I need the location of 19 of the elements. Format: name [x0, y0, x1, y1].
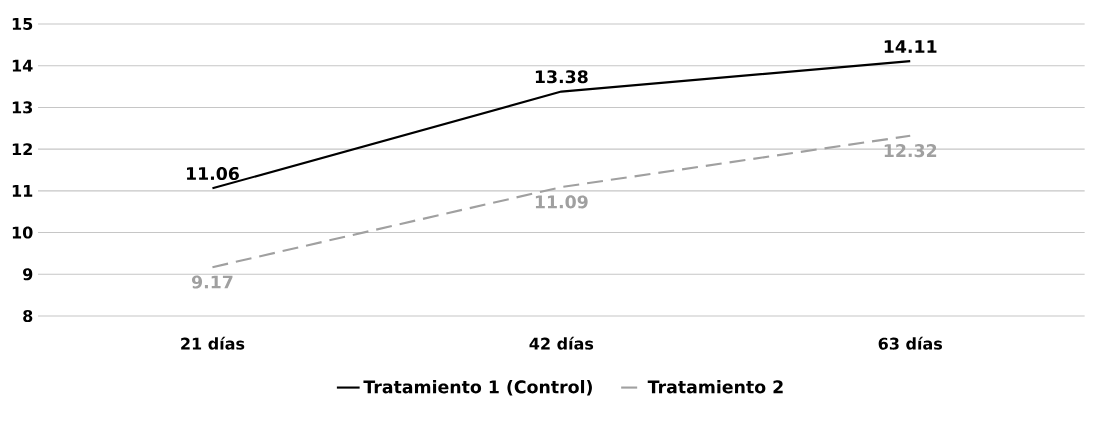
- data-label: 11.09: [535, 195, 588, 209]
- x-tick-label: 63 días: [878, 336, 943, 350]
- legend-label: Tratamiento 2: [647, 379, 783, 394]
- x-tick-label: 21 días: [181, 336, 245, 350]
- data-label: 13.38: [535, 70, 588, 84]
- y-tick-label: 14: [12, 59, 33, 72]
- y-tick-label: 9: [23, 268, 33, 281]
- y-tick-label: 11: [12, 185, 33, 197]
- y-tick-label: 13: [12, 101, 33, 114]
- data-label: 11.06: [187, 166, 239, 181]
- x-tick-label: 42 días: [529, 336, 594, 350]
- y-tick-label: 15: [12, 18, 33, 30]
- legend-label: Tratamiento 1 (Control): [363, 379, 592, 396]
- data-label: 14.11: [884, 40, 937, 53]
- y-tick-label: 12: [12, 143, 32, 156]
- data-label: 9.17: [191, 275, 233, 289]
- data-label: 12.32: [884, 144, 937, 158]
- y-tick-label: 8: [23, 309, 33, 323]
- y-tick-label: 10: [12, 226, 33, 239]
